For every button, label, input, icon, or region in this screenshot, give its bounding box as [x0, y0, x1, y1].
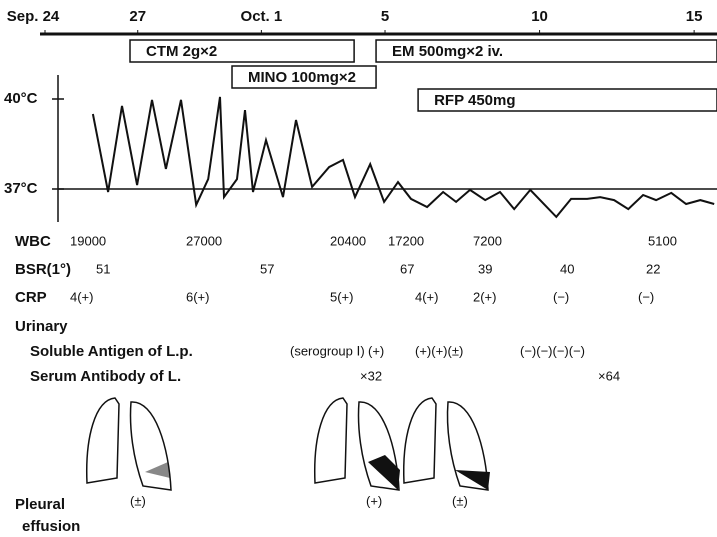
lab-value: 39	[478, 261, 492, 276]
lab-value: 4(+)	[70, 289, 93, 304]
antigen-value: (−)(−)(−)(−)	[520, 343, 585, 358]
antigen-value: (+)(+)(±)	[415, 343, 463, 358]
lab-value: 19000	[70, 233, 106, 248]
antibody-label: Serum Antibody of L.	[30, 368, 181, 385]
lab-value: 20400	[330, 233, 366, 248]
antibody-value: ×32	[360, 368, 382, 383]
lab-value: 51	[96, 261, 110, 276]
lab-value: 40	[560, 261, 574, 276]
drug-label: EM 500mg×2 iv.	[392, 43, 503, 60]
x-tick-label: 27	[129, 8, 146, 25]
pleural-label: Pleural	[15, 496, 65, 513]
lab-label: CRP	[15, 289, 47, 306]
pleural-value: (±)	[130, 493, 146, 508]
lab-value: 27000	[186, 233, 222, 248]
antigen-label: Soluble Antigen of L.p.	[30, 343, 193, 360]
drug-bar	[417, 88, 717, 112]
pleural-label: effusion	[22, 518, 80, 535]
lab-value: 5100	[648, 233, 677, 248]
drug-label: CTM 2g×2	[146, 43, 217, 60]
drug-bar	[231, 65, 377, 89]
antigen-note: (serogroup Ⅰ)	[290, 343, 365, 358]
lung-drawings	[86, 397, 489, 491]
y-tick-label: 40°C	[4, 90, 38, 107]
lab-value: 7200	[473, 233, 502, 248]
x-tick-label: 10	[531, 8, 548, 25]
drug-label: MINO 100mg×2	[248, 69, 356, 86]
pleural-value: (+)	[366, 493, 382, 508]
drug-label: RFP 450mg	[434, 92, 515, 109]
lab-label: WBC	[15, 233, 51, 250]
x-tick-label: 15	[686, 8, 703, 25]
pleural-value: (±)	[452, 493, 468, 508]
lab-value: (−)	[553, 289, 569, 304]
lab-value: 22	[646, 261, 660, 276]
urinary-label: Urinary	[15, 318, 68, 335]
lab-value: 4(+)	[415, 289, 438, 304]
antibody-value: ×64	[598, 368, 620, 383]
lab-value: 17200	[388, 233, 424, 248]
lab-value: (−)	[638, 289, 654, 304]
drug-bar	[375, 39, 717, 63]
x-tick-label: 5	[381, 8, 389, 25]
temperature-line	[91, 96, 715, 219]
effusion-shading	[145, 455, 490, 490]
drug-bar	[129, 39, 355, 63]
lab-value: 6(+)	[186, 289, 209, 304]
lab-value: 67	[400, 261, 414, 276]
antigen-value: (+)	[368, 343, 384, 358]
lab-value: 2(+)	[473, 289, 496, 304]
x-tick-label: Sep. 24	[7, 8, 60, 25]
lab-value: 57	[260, 261, 274, 276]
y-tick-label: 37°C	[4, 180, 38, 197]
lab-value: 5(+)	[330, 289, 353, 304]
lab-label: BSR(1°)	[15, 261, 71, 278]
x-tick-label: Oct. 1	[241, 8, 283, 25]
